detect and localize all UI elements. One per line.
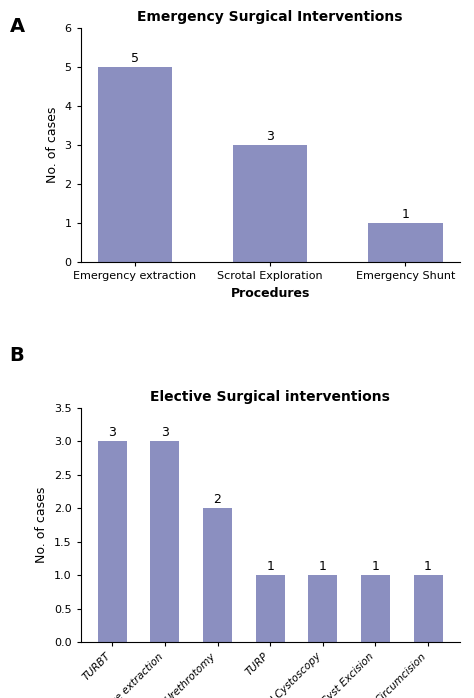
Text: 1: 1 xyxy=(372,560,379,573)
Bar xyxy=(150,441,179,642)
Bar xyxy=(414,575,443,642)
Bar xyxy=(203,508,232,642)
Text: 3: 3 xyxy=(266,130,274,143)
Bar xyxy=(308,575,337,642)
Text: 1: 1 xyxy=(319,560,327,573)
Text: 2: 2 xyxy=(214,493,221,506)
Text: 3: 3 xyxy=(109,426,116,439)
Text: 1: 1 xyxy=(401,208,410,221)
Bar xyxy=(361,575,390,642)
Text: 5: 5 xyxy=(131,52,139,65)
Bar xyxy=(368,223,443,262)
Bar xyxy=(98,67,172,262)
Y-axis label: No. of cases: No. of cases xyxy=(46,107,59,184)
Text: 1: 1 xyxy=(424,560,432,573)
Text: A: A xyxy=(9,17,25,36)
Y-axis label: No. of cases: No. of cases xyxy=(35,487,48,563)
Text: 1: 1 xyxy=(266,560,274,573)
Bar xyxy=(98,441,127,642)
Bar xyxy=(255,575,285,642)
Text: B: B xyxy=(9,346,24,364)
Text: 3: 3 xyxy=(161,426,169,439)
Title: Elective Surgical interventions: Elective Surgical interventions xyxy=(150,389,390,403)
Title: Emergency Surgical Interventions: Emergency Surgical Interventions xyxy=(137,10,403,24)
Bar xyxy=(233,145,307,262)
X-axis label: Procedures: Procedures xyxy=(230,287,310,300)
